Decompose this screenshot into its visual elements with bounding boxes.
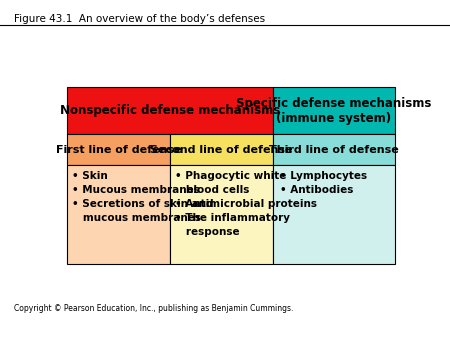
Text: Nonspecific defense mechanisms: Nonspecific defense mechanisms — [60, 104, 280, 117]
Bar — [273, 134, 395, 166]
Bar — [273, 88, 395, 134]
Text: First line of defense: First line of defense — [55, 145, 181, 155]
Text: Figure 43.1  An overview of the body’s defenses: Figure 43.1 An overview of the body’s de… — [14, 14, 265, 24]
Bar — [170, 134, 273, 166]
Text: Third line of defense: Third line of defense — [269, 145, 399, 155]
Text: • Phagocytic white
   blood cells
• Antimicrobial proteins
• The inflammatory
  : • Phagocytic white blood cells • Antimic… — [175, 171, 317, 237]
Text: Copyright © Pearson Education, Inc., publishing as Benjamin Cummings.: Copyright © Pearson Education, Inc., pub… — [14, 304, 293, 313]
Text: Second line of defense: Second line of defense — [150, 145, 293, 155]
Bar — [170, 166, 273, 264]
Bar — [273, 166, 395, 264]
Bar — [67, 166, 170, 264]
Text: • Lymphocytes
• Antibodies: • Lymphocytes • Antibodies — [280, 171, 367, 195]
Bar — [67, 134, 170, 166]
Bar — [67, 88, 273, 134]
Text: • Skin
• Mucous membranes
• Secretions of skin and
   mucous membranes: • Skin • Mucous membranes • Secretions o… — [72, 171, 214, 223]
Text: Specific defense mechanisms
(immune system): Specific defense mechanisms (immune syst… — [236, 97, 432, 125]
